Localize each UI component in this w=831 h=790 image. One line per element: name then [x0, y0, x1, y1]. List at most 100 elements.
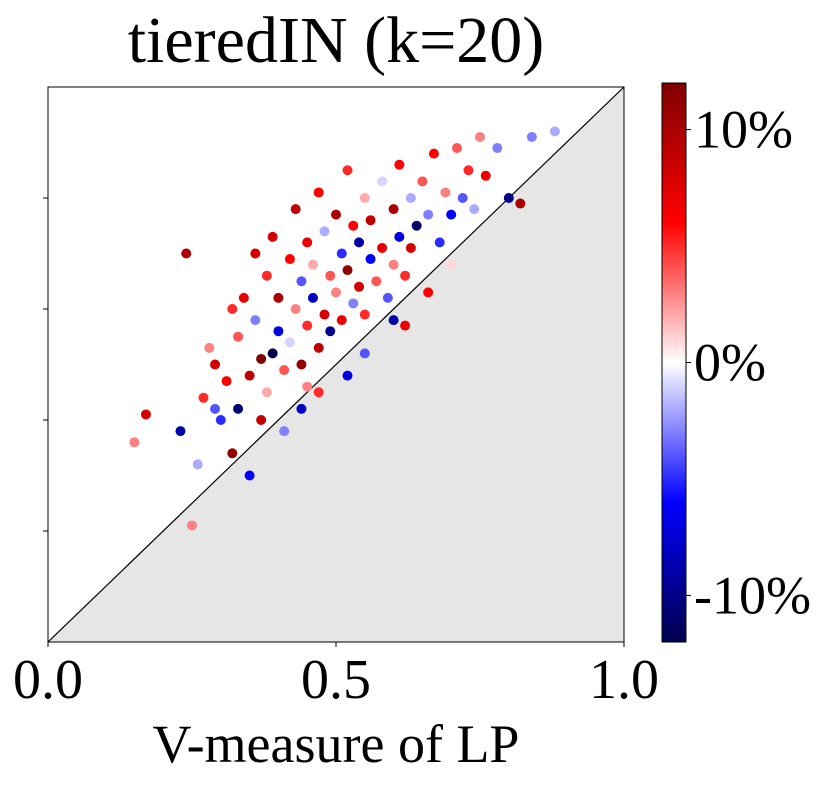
scatter-point — [210, 403, 221, 414]
scatter-point — [256, 415, 267, 425]
scatter-point — [244, 470, 255, 481]
scatter-point — [267, 348, 278, 359]
chart-title: tieredIN (k=20) — [128, 4, 545, 77]
scatter-point — [354, 281, 365, 292]
scatter-point — [382, 292, 393, 303]
scatter-point — [480, 170, 491, 181]
scatter-point — [296, 276, 307, 287]
scatter-point — [451, 143, 462, 154]
scatter-point — [423, 209, 434, 220]
scatter-point — [227, 448, 238, 459]
scatter-point — [204, 342, 215, 353]
scatter-point — [365, 215, 376, 226]
scatter-point — [273, 292, 284, 303]
scatter-point — [331, 287, 341, 298]
colorbar-tick-label: -10% — [694, 565, 811, 625]
scatter-point — [405, 242, 416, 253]
scatter-point — [233, 331, 244, 342]
scatter-point — [302, 320, 313, 331]
scatter-point — [198, 392, 209, 403]
scatter-point — [475, 131, 485, 142]
scatter-point — [181, 248, 192, 259]
scatter-point — [342, 370, 353, 381]
scatter-point — [273, 326, 284, 337]
scatter-point — [503, 193, 514, 203]
scatter-point — [417, 254, 428, 265]
scatter-point — [307, 259, 318, 270]
scatter-point — [221, 376, 232, 387]
scatter-point — [342, 165, 353, 176]
colorbar — [661, 82, 687, 643]
scatter-point — [256, 353, 267, 364]
scatter-point — [434, 237, 445, 248]
scatter-point — [302, 237, 313, 248]
scatter-point — [325, 326, 336, 337]
scatter-point — [400, 320, 411, 331]
scatter-point — [302, 381, 313, 392]
scatter-point — [423, 287, 434, 298]
scatter-point — [325, 270, 336, 281]
scatter-point — [313, 387, 324, 398]
scatter-point — [388, 204, 399, 215]
scatter-point — [457, 193, 468, 203]
scatter-point — [319, 309, 330, 320]
scatter-point — [359, 309, 370, 320]
scatter-point — [428, 148, 439, 159]
scatter-point — [313, 342, 324, 353]
scatter-point — [549, 126, 560, 137]
scatter-point — [365, 254, 376, 265]
scatter-point — [192, 459, 203, 470]
diagonal-line — [47, 86, 625, 643]
scatter-point — [354, 237, 365, 248]
scatter-point — [233, 403, 244, 414]
scatter-point — [261, 270, 272, 281]
scatter-point — [440, 187, 451, 198]
scatter-point — [284, 254, 295, 265]
scatter-point — [331, 209, 341, 220]
scatter-point — [307, 292, 318, 303]
scatter-point — [238, 292, 249, 303]
scatter-point — [336, 248, 347, 259]
x-tick-label: 1.0 — [589, 649, 659, 711]
scatter-point — [394, 159, 405, 170]
x-tick-label: 0.0 — [13, 649, 83, 711]
x-axis-label: V-measure of LP — [153, 714, 520, 774]
scatter-point — [492, 143, 503, 154]
scatter-point — [319, 226, 330, 237]
scatter-point — [446, 259, 457, 270]
scatter-point — [336, 315, 347, 326]
scatter-point — [515, 198, 526, 209]
scatter-point — [215, 415, 226, 425]
scatter-point — [261, 387, 272, 398]
scatter-point — [290, 304, 301, 314]
scatter-point — [244, 370, 255, 381]
scatter-point — [411, 220, 422, 231]
scatter-point — [227, 304, 238, 314]
scatter-point — [342, 265, 353, 276]
scatter-point — [187, 520, 197, 531]
scatter-point — [417, 176, 428, 187]
scatter-point — [279, 365, 290, 376]
scatter-point — [359, 348, 370, 359]
scatter-point — [290, 204, 301, 215]
scatter-point — [388, 315, 399, 326]
scatter-point — [388, 259, 399, 270]
scatter-point — [296, 359, 307, 370]
scatter-point — [250, 315, 261, 326]
scatter-point — [129, 437, 140, 448]
scatter-point — [405, 193, 416, 203]
scatter-point — [446, 209, 457, 220]
scatter-point — [526, 131, 537, 142]
scatter-point — [400, 270, 411, 281]
scatter-point — [250, 248, 261, 259]
scatter-point — [284, 337, 295, 348]
scatter-point — [371, 276, 382, 287]
scatter-point — [377, 242, 388, 253]
scatter-point — [279, 426, 290, 437]
scatter-point — [394, 231, 405, 242]
scatter-point — [463, 165, 474, 176]
scatter-point — [267, 231, 278, 242]
scatter-point — [313, 187, 324, 198]
scatter-point — [175, 426, 186, 437]
